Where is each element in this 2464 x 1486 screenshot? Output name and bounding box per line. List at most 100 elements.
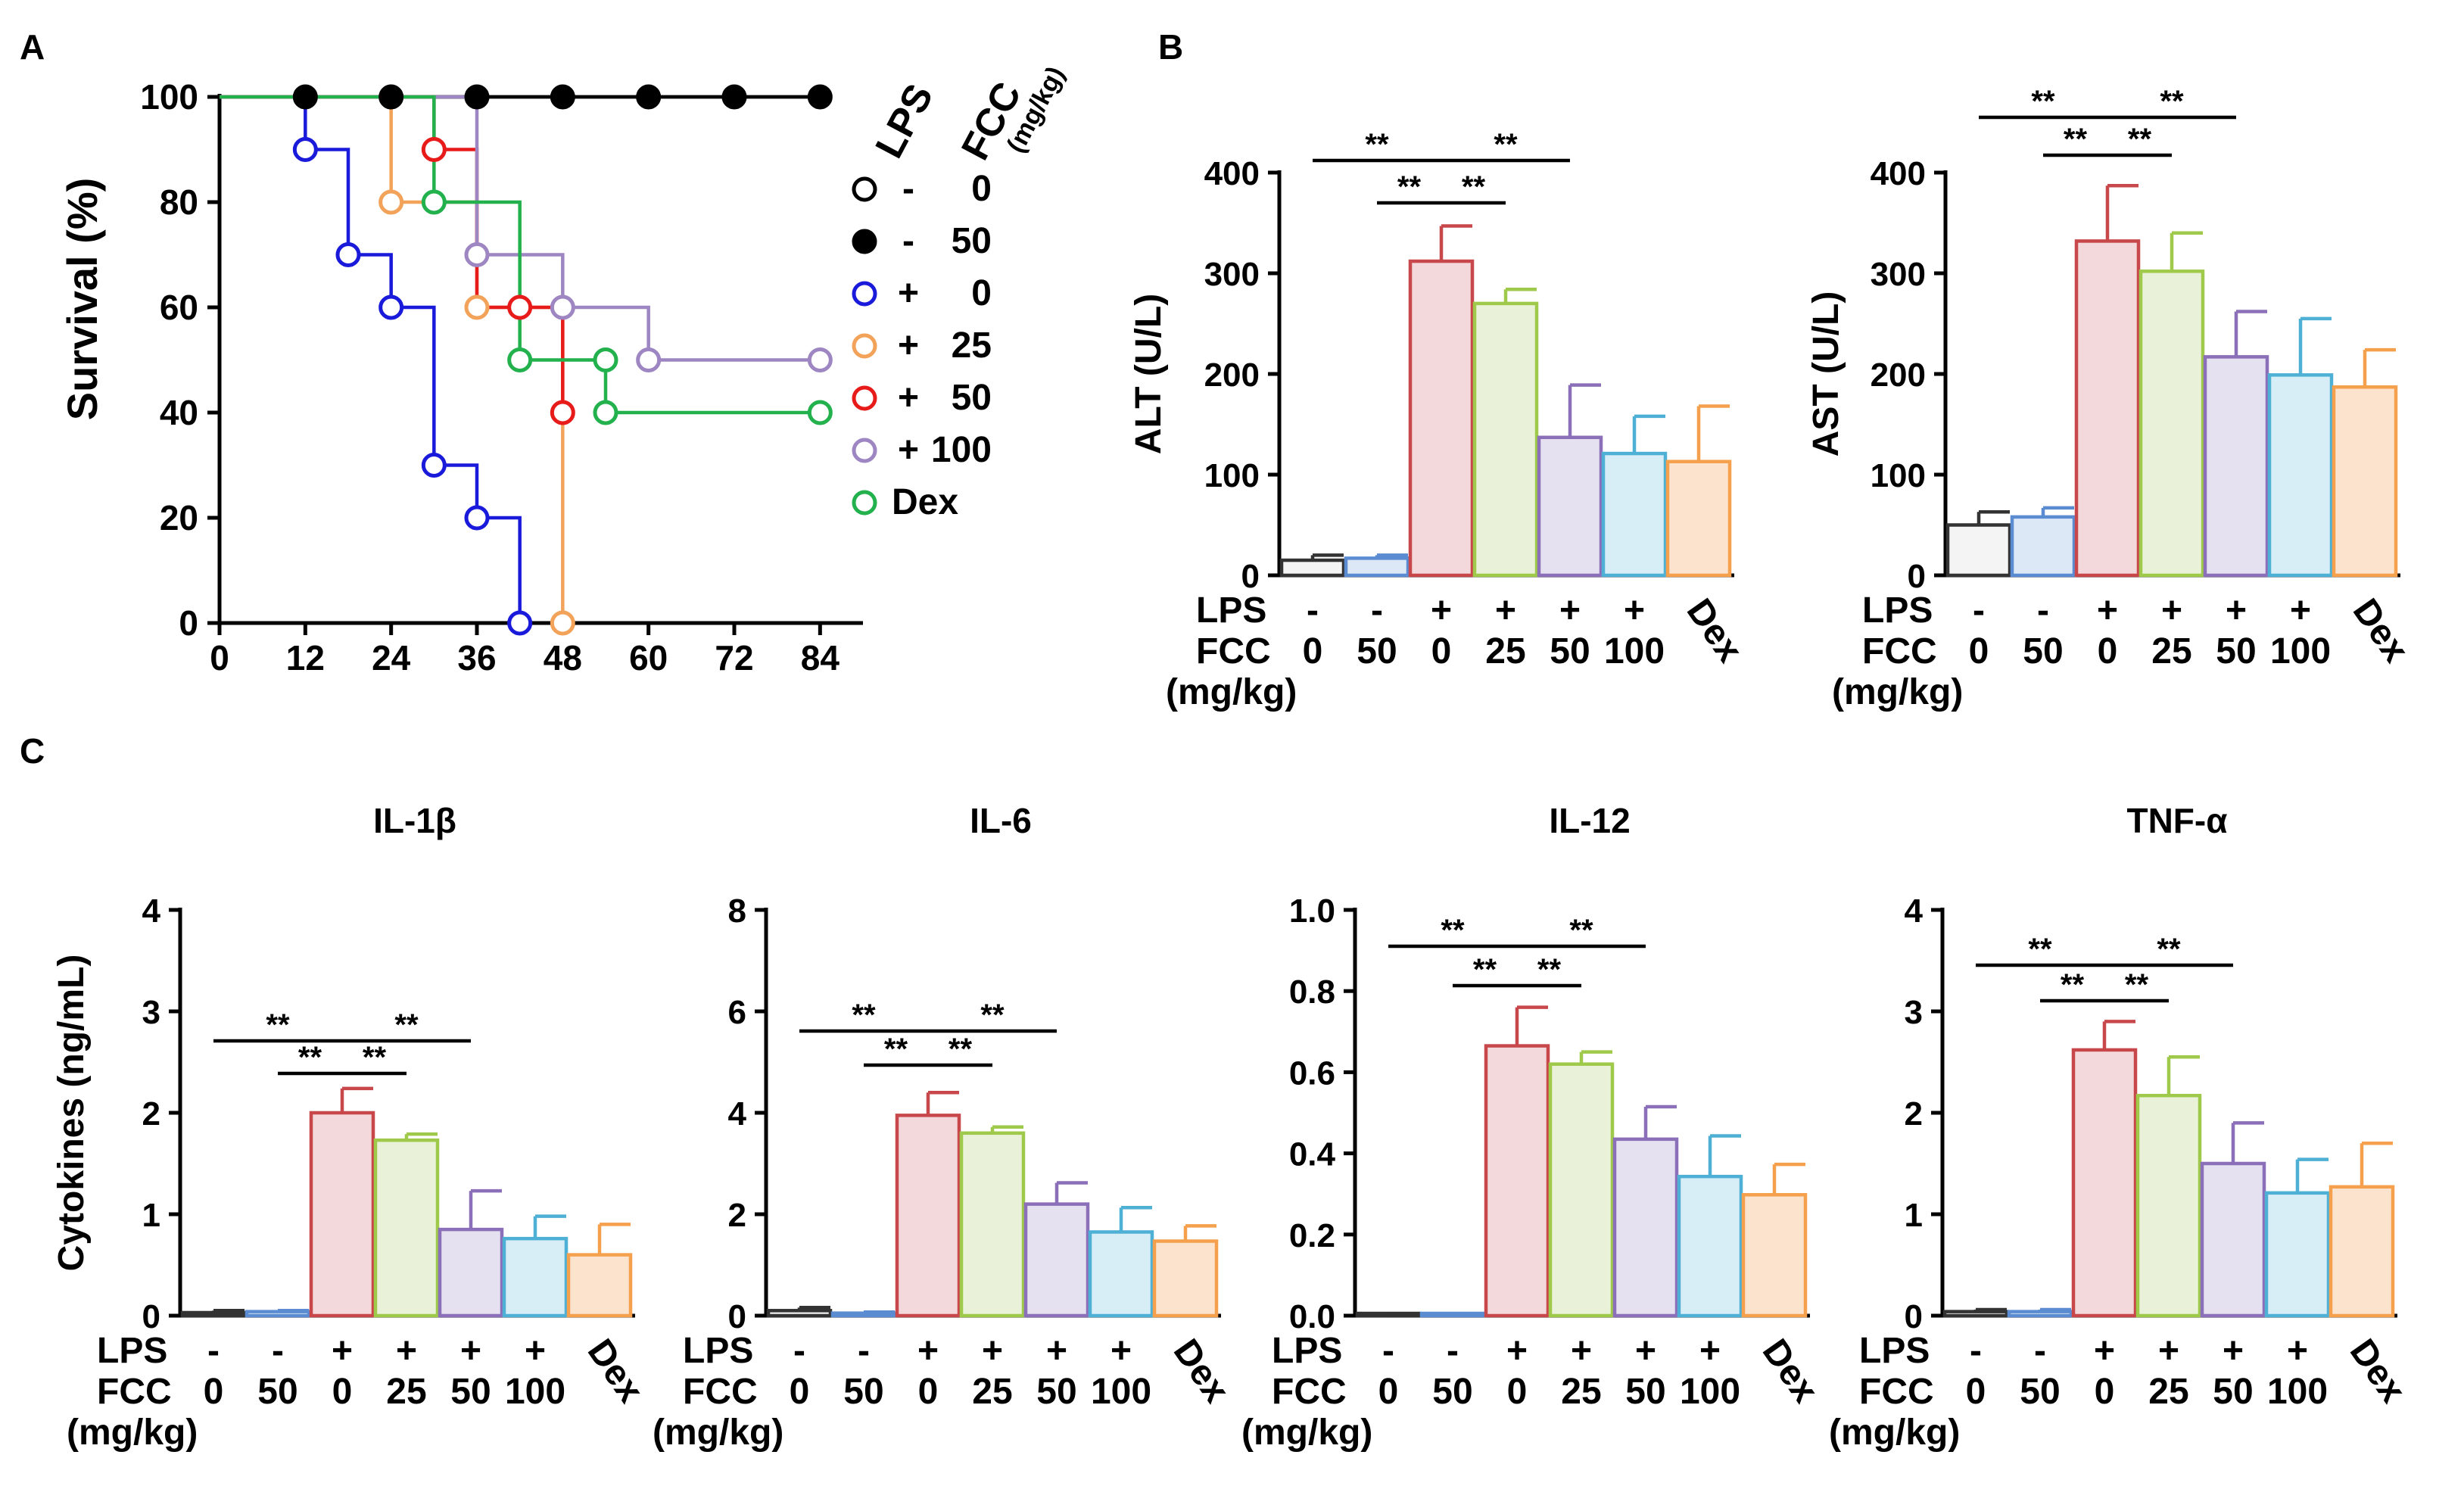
survival-marker-6	[421, 189, 447, 215]
fcc-value-1: 50	[1432, 1372, 1472, 1412]
significance-label-0: **	[298, 1041, 322, 1074]
chart-title: IL-12	[1549, 801, 1630, 840]
bar-5	[502, 1236, 568, 1318]
bar-4	[1537, 435, 1603, 578]
y-tick-label: 1.0	[1289, 893, 1335, 930]
bar-0	[766, 1309, 833, 1318]
survival-y-tick-label: 40	[160, 393, 198, 432]
significance-label-1: **	[266, 1008, 290, 1042]
lps-value-3: +	[982, 1331, 1003, 1371]
survival-x-tick-label: 48	[544, 638, 582, 678]
lps-value-0: -	[207, 1331, 220, 1371]
survival-marker-6	[593, 400, 618, 425]
y-tick-label: 4	[1905, 893, 1924, 930]
survival-marker-5	[807, 347, 833, 372]
lps-value-0: -	[1973, 590, 1985, 631]
y-tick-label: 0	[1241, 558, 1260, 595]
y-tick-label: 400	[1871, 155, 1926, 192]
significance-label-2: **	[1462, 170, 1486, 204]
bar-3	[2138, 269, 2205, 578]
bar-3	[373, 1138, 440, 1318]
fcc-value-4: 50	[1550, 631, 1590, 671]
y-axis-label: ALT (U/L)	[1129, 294, 1169, 454]
bar-5	[1601, 451, 1668, 578]
lps-value-3: +	[396, 1331, 417, 1371]
survival-y-tick-label: 60	[160, 288, 198, 327]
bar-4	[1023, 1202, 1090, 1318]
survival-y-tick-label: 20	[160, 498, 198, 537]
y-axis-label: AST (U/L)	[1806, 291, 1846, 457]
significance-label-2: **	[2128, 123, 2152, 156]
bar-0	[1279, 558, 1346, 578]
significance-label-2: **	[363, 1041, 387, 1074]
significance-label-3: **	[394, 1008, 419, 1042]
lps-value-0: -	[1382, 1331, 1394, 1371]
lps-value-1: -	[1371, 590, 1383, 631]
y-axis-label: Cytokines (ng/mL)	[51, 955, 92, 1272]
fcc-row-label: FCC	[1272, 1372, 1347, 1412]
bar-0	[1942, 1310, 2009, 1318]
legend-fcc-1: 50	[952, 221, 992, 261]
fcc-value-5: 100	[505, 1372, 565, 1412]
significance-label-2: **	[949, 1033, 973, 1066]
fcc-row-label: FCC	[1862, 631, 1937, 671]
bar-0	[180, 1310, 247, 1318]
legend-marker-5	[852, 438, 877, 463]
bar-2	[1484, 1044, 1550, 1318]
fcc-value-4: 50	[450, 1372, 491, 1412]
chart-title: IL-1β	[373, 801, 456, 840]
lps-row-label: LPS	[1859, 1331, 1930, 1371]
dex-label: Dex	[2345, 592, 2416, 670]
fcc-value-3: 25	[2151, 631, 2191, 671]
dex-label: Dex	[1679, 592, 1750, 670]
y-tick-label: 3	[1905, 994, 1923, 1031]
lps-value-4: +	[1046, 1331, 1067, 1371]
survival-marker-5	[550, 294, 575, 320]
y-tick-label: 2	[1905, 1095, 1923, 1132]
survival-marker-2	[421, 453, 447, 478]
fcc-value-3: 25	[1485, 631, 1525, 671]
fcc-value-1: 50	[257, 1372, 297, 1412]
fcc-value-1: 50	[1357, 631, 1397, 671]
survival-marker-1	[636, 84, 662, 110]
fcc-value-2: 0	[332, 1372, 353, 1412]
lps-value-1: -	[858, 1331, 870, 1371]
y-tick-label: 0	[1908, 558, 1926, 595]
fcc-value-0: 0	[204, 1372, 224, 1412]
bar-chart-b-ast: AST (U/L)0100200300400********LPSFCC(mg/…	[1806, 85, 2416, 712]
survival-marker-1	[378, 84, 404, 110]
legend-lps-2: +	[898, 273, 919, 313]
lps-value-1: -	[2037, 590, 2049, 631]
bar-1	[2007, 1310, 2073, 1318]
survival-x-tick-label: 24	[372, 638, 411, 678]
lps-value-5: +	[1624, 590, 1645, 631]
lps-value-5: +	[525, 1331, 546, 1371]
lps-value-0: -	[1970, 1331, 1982, 1371]
significance-label-1: **	[1365, 128, 1389, 161]
survival-marker-2	[335, 242, 361, 267]
significance-label-1: **	[2028, 933, 2052, 966]
y-tick-label: 1	[142, 1197, 160, 1234]
fcc-value-3: 25	[2148, 1372, 2188, 1412]
legend-name-6: Dex	[892, 482, 958, 522]
survival-marker-1	[807, 84, 833, 110]
bar-6	[1665, 460, 1732, 578]
lps-value-2: +	[2097, 590, 2118, 631]
lps-value-5: +	[1699, 1331, 1721, 1371]
fcc-value-4: 50	[2213, 1372, 2253, 1412]
fcc-value-2: 0	[2098, 631, 2118, 671]
bar-3	[1472, 301, 1539, 578]
survival-marker-5	[464, 242, 490, 267]
significance-label-0: **	[1473, 953, 1497, 986]
y-tick-label: 0.8	[1289, 974, 1335, 1011]
y-tick-label: 0.4	[1289, 1136, 1336, 1173]
fcc-value-2: 0	[1507, 1372, 1528, 1412]
y-tick-label: 100	[1871, 457, 1926, 494]
fcc-value-2: 0	[1431, 631, 1452, 671]
fcc-value-5: 100	[1091, 1372, 1151, 1412]
y-tick-label: 0.0	[1289, 1298, 1335, 1335]
dex-label: Dex	[1755, 1332, 1826, 1410]
fcc-value-0: 0	[1303, 631, 1323, 671]
